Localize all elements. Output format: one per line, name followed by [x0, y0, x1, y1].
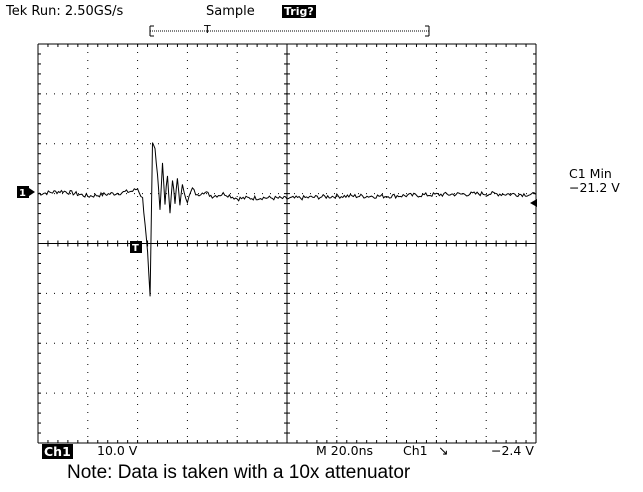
graticule — [37, 43, 537, 444]
graticule-frame — [37, 43, 537, 444]
trigger-level-marker-label: T — [132, 243, 139, 254]
record-trigger-position: T — [203, 23, 211, 36]
measurement-value: −21.2 V — [569, 180, 620, 195]
timebase: M 20.0ns — [316, 443, 374, 458]
acquisition-mode: Sample — [206, 4, 255, 19]
note-caption: Note: Data is taken with a 10x attenuato… — [67, 462, 411, 483]
trigger-level: −2.4 V — [491, 443, 534, 458]
trigger-status-badge: Trig? — [282, 5, 316, 18]
run-status: Tek Run: 2.50GS/s — [6, 4, 124, 19]
measurement-label: C1 Min — [569, 166, 612, 181]
measurement-readout: C1 Min −21.2 V — [569, 167, 620, 195]
measurement-level-arrow-icon — [530, 199, 537, 207]
volts-per-div: 10.0 V — [97, 443, 138, 458]
trigger-level-marker: T — [130, 241, 142, 254]
ch1-trace — [37, 142, 537, 297]
trigger-slope-icon: ↘ — [438, 443, 449, 458]
channel-1-marker-label: 1 — [19, 188, 26, 199]
trigger-source: Ch1 — [403, 443, 428, 458]
record-length-bar: T — [149, 23, 430, 37]
channel-1-badge: Ch1 — [42, 444, 73, 459]
channel-1-ground-marker: 1 — [17, 186, 35, 199]
